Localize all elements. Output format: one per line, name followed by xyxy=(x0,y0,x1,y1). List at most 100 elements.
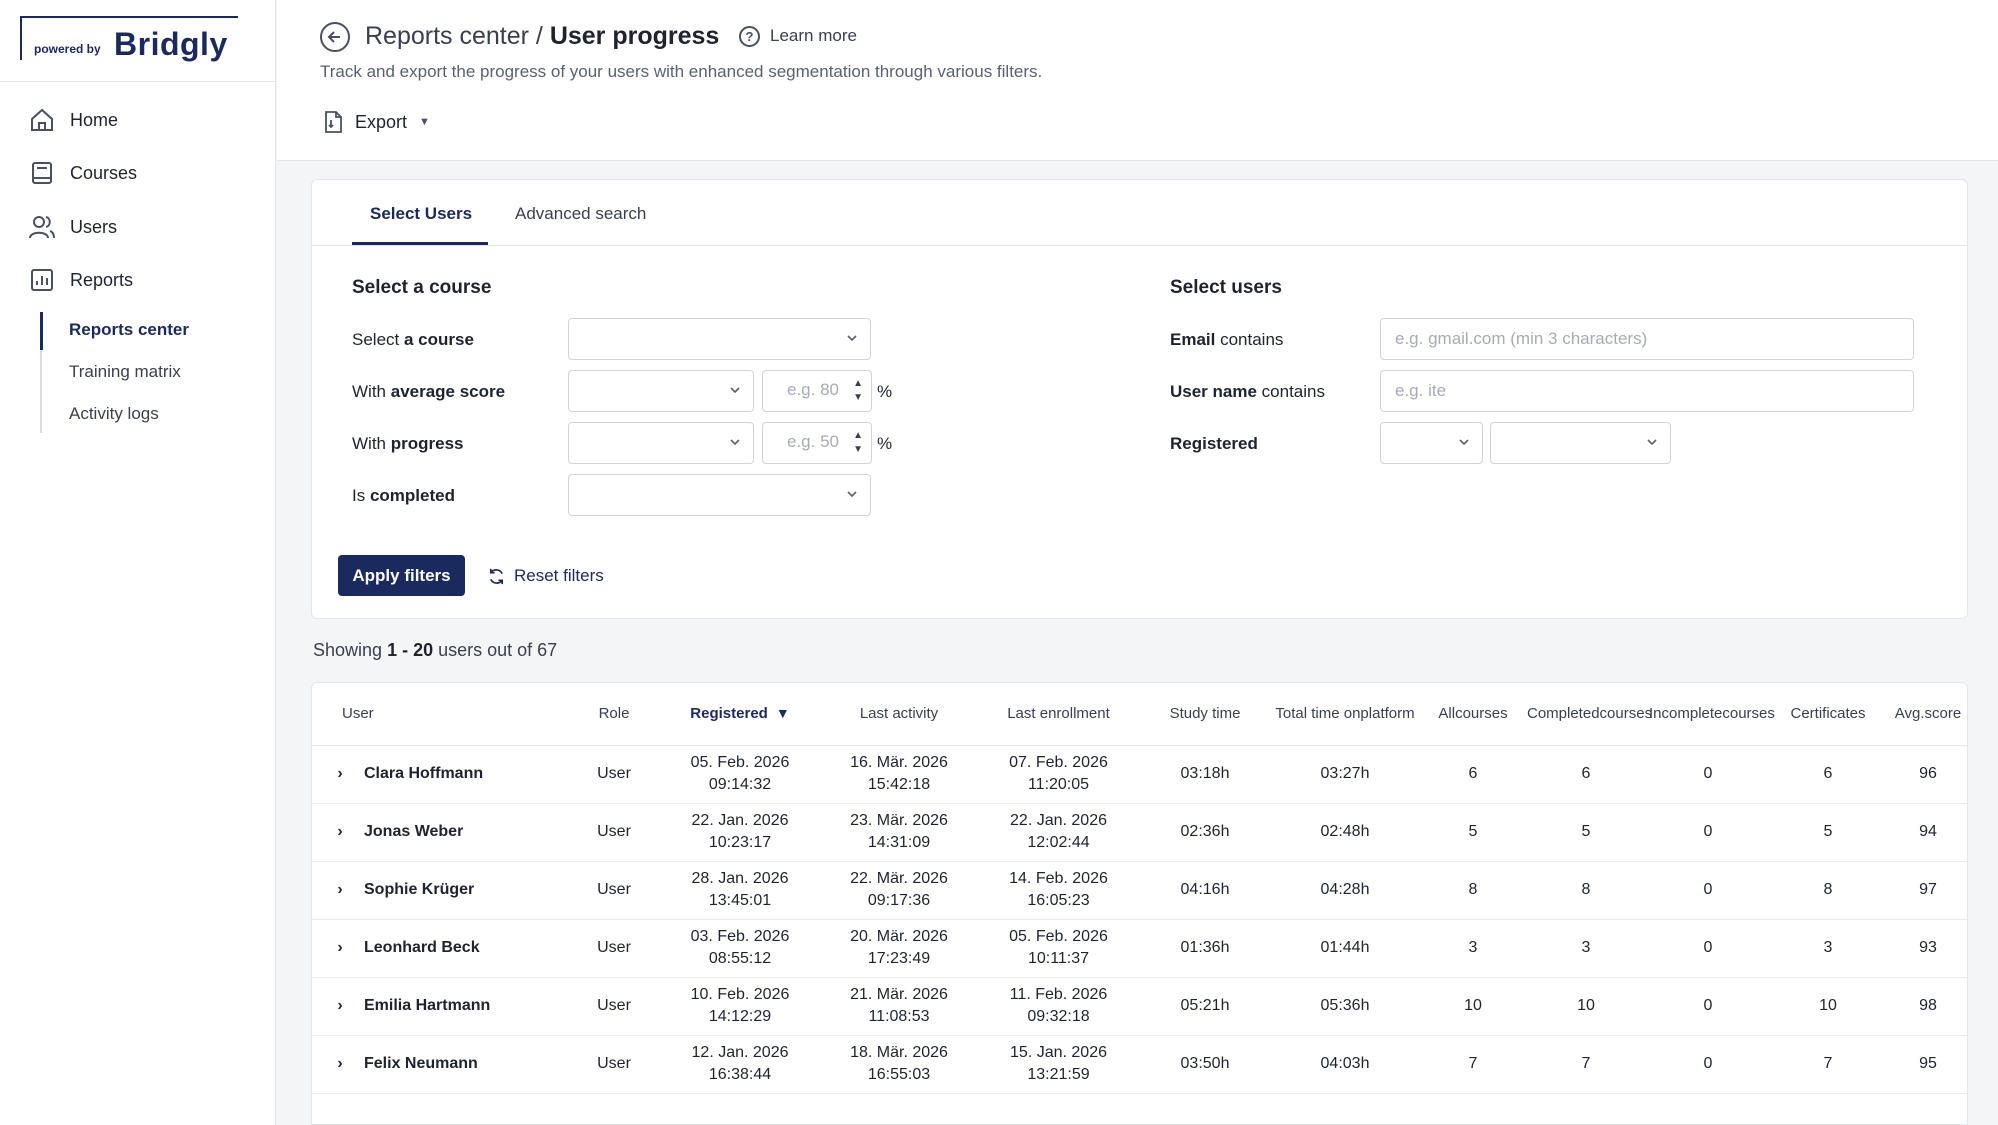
help-icon[interactable]: ? xyxy=(739,26,760,47)
table-row[interactable]: › Emilia Hartmann User 10. Feb. 2026 14:12… xyxy=(312,977,1967,1036)
table-row[interactable]: › Jonas Weber User 22. Jan. 2026 10:23:17 … xyxy=(312,803,1967,862)
last-enrollment-cell: 22. Jan. 2026 12:02:44 xyxy=(976,803,1141,862)
tab-select-users[interactable]: Select Users xyxy=(370,204,473,223)
all-courses-cell: 7 xyxy=(1421,1035,1525,1094)
sidebar-item-users[interactable]: Users xyxy=(28,210,117,244)
col-header-avg-score[interactable]: Avg.score xyxy=(1887,683,1967,746)
breadcrumb: Reports center / User progress xyxy=(365,22,719,51)
role-cell: User xyxy=(570,745,658,804)
avg-score-cell: 96 xyxy=(1887,745,1967,804)
incomplete-cell: 0 xyxy=(1647,803,1769,862)
col-header-registered[interactable]: Registered ▼ xyxy=(658,683,822,746)
progress-operator-select[interactable] xyxy=(568,422,754,464)
chevron-right-icon[interactable]: › xyxy=(337,765,343,782)
registered-operator-select[interactable] xyxy=(1380,422,1483,464)
tab-advanced-search[interactable]: Advanced search xyxy=(515,204,647,223)
page-subtitle: Track and export the progress of your us… xyxy=(320,62,1043,81)
sidebar-item-home[interactable]: Home xyxy=(28,103,118,137)
book-icon xyxy=(28,159,56,187)
chevron-right-icon[interactable]: › xyxy=(337,939,343,956)
registered-label: Registered xyxy=(1170,434,1258,453)
export-label: Export xyxy=(355,111,408,132)
sidebar-subitem-reports-center[interactable]: Reports center xyxy=(69,320,189,339)
table-row[interactable]: › Sophie Krüger User 28. Jan. 2026 13:45:0… xyxy=(312,861,1967,920)
certificates-cell: 3 xyxy=(1769,919,1887,978)
email-field[interactable] xyxy=(1381,319,1913,359)
study-time-cell: 05:21h xyxy=(1141,977,1269,1036)
chevron-down-icon xyxy=(847,335,857,342)
last-activity-cell: 23. Mär. 2026 14:31:09 xyxy=(822,803,976,862)
email-input[interactable] xyxy=(1380,318,1914,360)
chevron-right-icon[interactable]: › xyxy=(337,881,343,898)
avg-score-label: With average score xyxy=(352,382,506,401)
sidebar-subitem-activity-logs[interactable]: Activity logs xyxy=(69,404,159,423)
col-header-user[interactable]: User xyxy=(312,683,570,746)
user-name-cell: › Leonhard Beck xyxy=(312,919,570,978)
avg-score-field[interactable] xyxy=(769,371,839,409)
completed-label: Is completed xyxy=(352,486,455,505)
col-header-study-time[interactable]: Study time xyxy=(1141,683,1269,746)
col-header-last-activity[interactable]: Last activity xyxy=(822,683,976,746)
last-activity-cell: 20. Mär. 2026 17:23:49 xyxy=(822,919,976,978)
incomplete-cell: 0 xyxy=(1647,977,1769,1036)
last-activity-cell: 16. Mär. 2026 15:42:18 xyxy=(822,745,976,804)
col-header-last-enrollment[interactable]: Last enrollment xyxy=(976,683,1141,746)
chevron-down-icon xyxy=(847,491,857,498)
sidebar-item-reports[interactable]: Reports xyxy=(28,263,133,297)
chevron-right-icon[interactable]: › xyxy=(337,1055,343,1072)
avg-score-unit: % xyxy=(877,382,893,401)
progress-field[interactable] xyxy=(769,423,839,461)
sidebar-item-label: Users xyxy=(70,216,118,237)
reset-filters-button[interactable]: Reset filters xyxy=(487,566,604,586)
course-section-title: Select a course xyxy=(352,277,492,298)
breadcrumb-parent[interactable]: Reports center / xyxy=(365,22,543,50)
chevron-down-icon xyxy=(730,439,740,446)
sidebar-subitem-training-matrix[interactable]: Training matrix xyxy=(69,362,181,381)
number-stepper[interactable]: ▲ ▼ xyxy=(853,430,863,455)
chevron-down-icon xyxy=(1459,439,1469,446)
chevron-right-icon[interactable]: › xyxy=(337,823,343,840)
all-courses-cell: 8 xyxy=(1421,861,1525,920)
table-row[interactable]: › Felix Neumann User 12. Jan. 2026 16:38:4… xyxy=(312,1035,1967,1094)
last-enrollment-cell: 07. Feb. 2026 11:20:05 xyxy=(976,745,1141,804)
brand-logo[interactable]: powered by Bridgly xyxy=(20,16,238,62)
registered-date-select[interactable] xyxy=(1490,422,1671,464)
learn-more-link[interactable]: Learn more xyxy=(770,26,857,45)
user-name-cell: › Emilia Hartmann xyxy=(312,977,570,1036)
username-field[interactable] xyxy=(1381,371,1913,411)
avg-score-operator-select[interactable] xyxy=(568,370,754,412)
col-header-certificates[interactable]: Certificates xyxy=(1769,683,1887,746)
export-button[interactable]: Export ▼ xyxy=(323,110,430,134)
sidebar-item-courses[interactable]: Courses xyxy=(28,156,137,190)
avg-score-cell: 97 xyxy=(1887,861,1967,920)
apply-filters-button[interactable]: Apply filters xyxy=(338,555,465,596)
col-header-role[interactable]: Role xyxy=(570,683,658,746)
avg-score-input[interactable]: ▲▼ xyxy=(762,370,872,412)
progress-input[interactable]: ▲▼ xyxy=(762,422,872,464)
reset-filters-label: Reset filters xyxy=(514,566,604,585)
chevron-down-icon xyxy=(1647,439,1657,446)
submenu-line xyxy=(40,312,43,433)
completed-select[interactable] xyxy=(568,474,871,516)
username-input[interactable] xyxy=(1380,370,1914,412)
table-row[interactable]: › Leonhard Beck User 03. Feb. 2026 08:55:1… xyxy=(312,919,1967,978)
registered-cell: 10. Feb. 2026 14:12:29 xyxy=(658,977,822,1036)
chevron-right-icon[interactable]: › xyxy=(337,997,343,1014)
incomplete-cell: 0 xyxy=(1647,919,1769,978)
users-table: User Role Registered ▼ Last activity Last… xyxy=(311,682,1968,1125)
all-courses-cell: 6 xyxy=(1421,745,1525,804)
certificates-cell: 10 xyxy=(1769,977,1887,1036)
table-row[interactable]: › Clara Hoffmann User 05. Feb. 2026 09:14:… xyxy=(312,745,1967,804)
col-header-incomplete[interactable]: Incompletecourses xyxy=(1647,683,1775,746)
back-button[interactable] xyxy=(320,22,350,52)
all-courses-cell: 3 xyxy=(1421,919,1525,978)
total-time-cell: 04:03h xyxy=(1269,1035,1421,1094)
sort-desc-icon: ▼ xyxy=(775,705,790,722)
col-header-total-time[interactable]: Total time onplatform xyxy=(1269,683,1421,746)
number-stepper[interactable]: ▲ ▼ xyxy=(853,378,863,403)
certificates-cell: 7 xyxy=(1769,1035,1887,1094)
col-header-completed[interactable]: Completedcourses xyxy=(1525,683,1652,746)
course-select[interactable] xyxy=(568,318,871,360)
col-header-all-courses[interactable]: Allcourses xyxy=(1421,683,1525,746)
sidebar-item-label: Reports xyxy=(70,269,134,290)
